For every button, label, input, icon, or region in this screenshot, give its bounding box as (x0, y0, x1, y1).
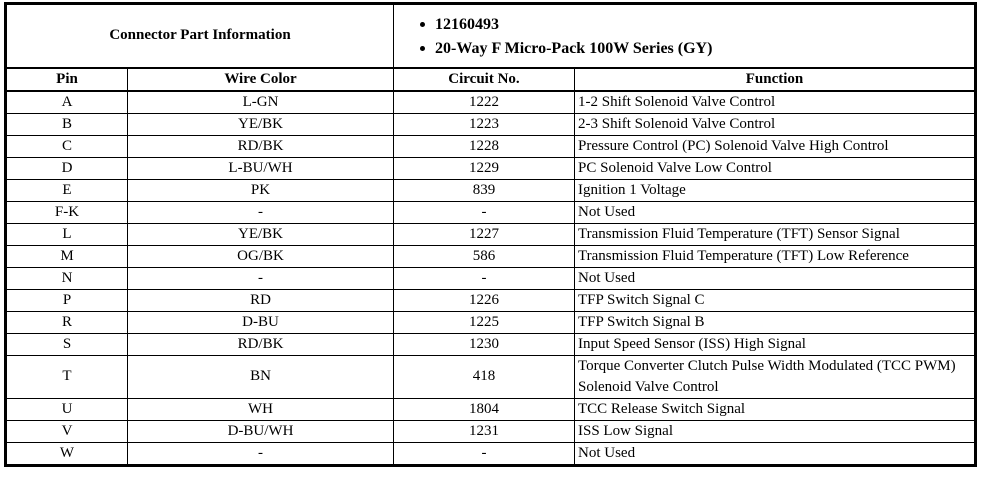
circuit-no-cell: - (393, 200, 575, 224)
function-cell: Torque Converter Clutch Pulse Width Modu… (574, 354, 976, 399)
connector-pinout-table: Connector Part Information 12160493 20-W… (4, 2, 977, 467)
circuit-no-cell: 1222 (393, 90, 575, 114)
circuit-no-cell: 1231 (393, 419, 575, 443)
circuit-no-cell: - (393, 266, 575, 290)
table-row-pin-c: C RD/BK 1228 Pressure Control (PC) Solen… (5, 134, 976, 158)
pin-cell: F-K (5, 200, 128, 224)
wire-color-cell: OG/BK (127, 244, 394, 268)
circuit-no-cell: 1225 (393, 310, 575, 334)
wire-color-cell: D-BU/WH (127, 419, 394, 443)
table-row-pin-n: N - - Not Used (5, 266, 976, 290)
table-row-pin-a: A L-GN 1222 1-2 Shift Solenoid Valve Con… (5, 90, 976, 114)
function-cell: 2-3 Shift Solenoid Valve Control (574, 112, 976, 136)
connector-series-item: 20-Way F Micro-Pack 100W Series (GY) (420, 36, 970, 60)
table-row-pin-m: M OG/BK 586 Transmission Fluid Temperatu… (5, 244, 976, 268)
connector-part-info-label: Connector Part Information (5, 3, 394, 69)
pin-cell: M (5, 244, 128, 268)
table-row-pin-f-k: F-K - - Not Used (5, 200, 976, 224)
wire-color-cell: RD (127, 288, 394, 312)
circuit-no-cell: 1227 (393, 222, 575, 246)
pin-cell: W (5, 441, 128, 466)
column-header-circuit-no: Circuit No. (393, 67, 575, 92)
function-cell: Pressure Control (PC) Solenoid Valve Hig… (574, 134, 976, 158)
table-row-pin-e: E PK 839 Ignition 1 Voltage (5, 178, 976, 202)
wire-color-cell: YE/BK (127, 222, 394, 246)
wire-color-cell: - (127, 200, 394, 224)
circuit-no-cell: 586 (393, 244, 575, 268)
part-number-item: 12160493 (420, 12, 970, 36)
table-row-pin-l: L YE/BK 1227 Transmission Fluid Temperat… (5, 222, 976, 246)
function-cell: ISS Low Signal (574, 419, 976, 443)
wire-color-cell: RD/BK (127, 332, 394, 356)
column-header-row: Pin Wire Color Circuit No. Function (5, 67, 976, 92)
circuit-no-cell: 1804 (393, 397, 575, 421)
function-cell: Not Used (574, 441, 976, 466)
wire-color-cell: YE/BK (127, 112, 394, 136)
bullet-icon (420, 21, 425, 27)
function-cell: TFP Switch Signal B (574, 310, 976, 334)
table-row-pin-w: W - - Not Used (5, 441, 976, 466)
wire-color-cell: - (127, 441, 394, 466)
part-number-text: 12160493 (435, 15, 499, 33)
function-cell: Input Speed Sensor (ISS) High Signal (574, 332, 976, 356)
pin-cell: V (5, 419, 128, 443)
table-row-pin-b: B YE/BK 1223 2-3 Shift Solenoid Valve Co… (5, 112, 976, 136)
circuit-no-cell: - (393, 441, 575, 466)
circuit-no-cell: 1230 (393, 332, 575, 356)
table-row-pin-t: T BN 418 Torque Converter Clutch Pulse W… (5, 354, 976, 399)
wire-color-cell: D-BU (127, 310, 394, 334)
pin-cell: P (5, 288, 128, 312)
function-cell: Transmission Fluid Temperature (TFT) Low… (574, 244, 976, 268)
function-cell: 1-2 Shift Solenoid Valve Control (574, 90, 976, 114)
wire-color-cell: PK (127, 178, 394, 202)
pin-cell: S (5, 332, 128, 356)
pin-cell: E (5, 178, 128, 202)
table-row-pin-s: S RD/BK 1230 Input Speed Sensor (ISS) Hi… (5, 332, 976, 356)
wire-color-cell: RD/BK (127, 134, 394, 158)
pin-cell: A (5, 90, 128, 114)
wire-color-cell: BN (127, 354, 394, 399)
column-header-wire-color: Wire Color (127, 67, 394, 92)
wire-color-cell: WH (127, 397, 394, 421)
table-row-pin-p: P RD 1226 TFP Switch Signal C (5, 288, 976, 312)
table-row-pin-u: U WH 1804 TCC Release Switch Signal (5, 397, 976, 421)
table-row-pin-v: V D-BU/WH 1231 ISS Low Signal (5, 419, 976, 443)
circuit-no-cell: 1223 (393, 112, 575, 136)
function-cell: TCC Release Switch Signal (574, 397, 976, 421)
function-cell: Transmission Fluid Temperature (TFT) Sen… (574, 222, 976, 246)
function-cell: TFP Switch Signal C (574, 288, 976, 312)
connector-part-info-details: 12160493 20-Way F Micro-Pack 100W Series… (393, 3, 976, 69)
pin-cell: D (5, 156, 128, 180)
function-cell: PC Solenoid Valve Low Control (574, 156, 976, 180)
circuit-no-cell: 1228 (393, 134, 575, 158)
wire-color-cell: - (127, 266, 394, 290)
function-cell: Not Used (574, 200, 976, 224)
function-cell: Not Used (574, 266, 976, 290)
pin-cell: R (5, 310, 128, 334)
pin-cell: B (5, 112, 128, 136)
table-row-pin-r: R D-BU 1225 TFP Switch Signal B (5, 310, 976, 334)
pin-cell: N (5, 266, 128, 290)
pin-cell: T (5, 354, 128, 399)
pin-cell: L (5, 222, 128, 246)
circuit-no-cell: 418 (393, 354, 575, 399)
pin-cell: C (5, 134, 128, 158)
circuit-no-cell: 1229 (393, 156, 575, 180)
bullet-icon (420, 45, 425, 51)
function-cell: Ignition 1 Voltage (574, 178, 976, 202)
column-header-function: Function (574, 67, 976, 92)
table-row-pin-d: D L-BU/WH 1229 PC Solenoid Valve Low Con… (5, 156, 976, 180)
connector-series-text: 20-Way F Micro-Pack 100W Series (GY) (435, 39, 713, 57)
pin-cell: U (5, 397, 128, 421)
wire-color-cell: L-BU/WH (127, 156, 394, 180)
wire-color-cell: L-GN (127, 90, 394, 114)
circuit-no-cell: 839 (393, 178, 575, 202)
circuit-no-cell: 1226 (393, 288, 575, 312)
column-header-pin: Pin (5, 67, 128, 92)
connector-part-info-row: Connector Part Information 12160493 20-W… (5, 3, 976, 69)
